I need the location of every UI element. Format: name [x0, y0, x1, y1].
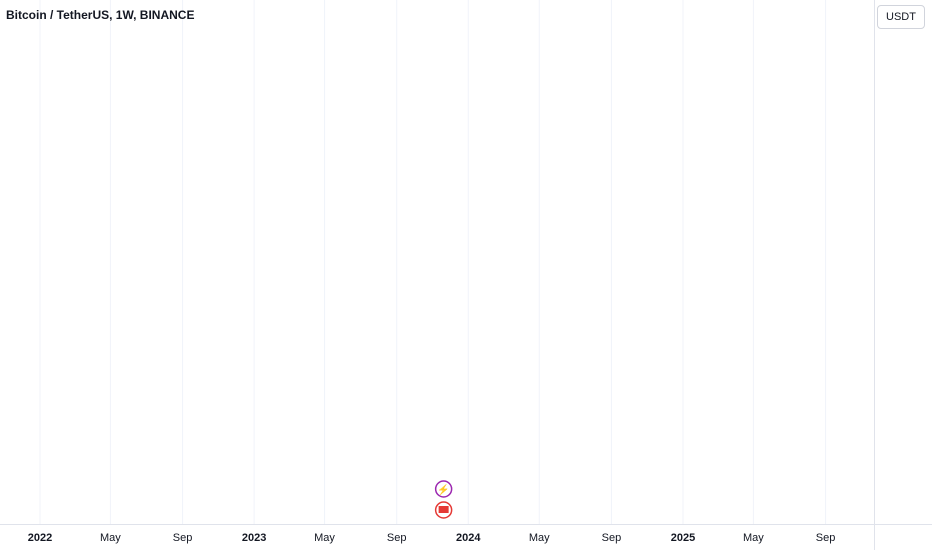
flag-icon-glyph	[438, 506, 449, 513]
time-tick-label: Sep	[387, 532, 407, 544]
lightning-icon-glyph: ⚡	[437, 483, 449, 496]
time-tick-label: 2025	[671, 532, 695, 544]
currency-unit-button[interactable]: USDT	[877, 5, 925, 29]
time-tick-label: Sep	[602, 532, 622, 544]
lightning-icon	[434, 480, 453, 498]
time-tick-label: May	[743, 532, 764, 544]
time-tick-label: 2023	[242, 532, 266, 544]
time-tick-label: Sep	[816, 532, 836, 544]
time-tick-label: May	[100, 532, 121, 544]
time-tick-label: May	[529, 532, 550, 544]
time-tick-label: 2024	[456, 532, 481, 544]
time-tick-label: 2022	[28, 532, 52, 544]
time-tick-label: May	[314, 532, 335, 544]
time-axis[interactable]: 2022 May Sep 2023 May Sep 2024 May Sep 2025 May Sep	[28, 532, 836, 544]
grid	[39, 0, 827, 524]
time-tick-label: Sep	[173, 532, 193, 544]
symbol-title: Bitcoin / TetherUS, 1W, BINANCE	[6, 8, 195, 22]
plot-background	[0, 0, 874, 524]
badges: 37946.22⚡	[434, 480, 453, 519]
